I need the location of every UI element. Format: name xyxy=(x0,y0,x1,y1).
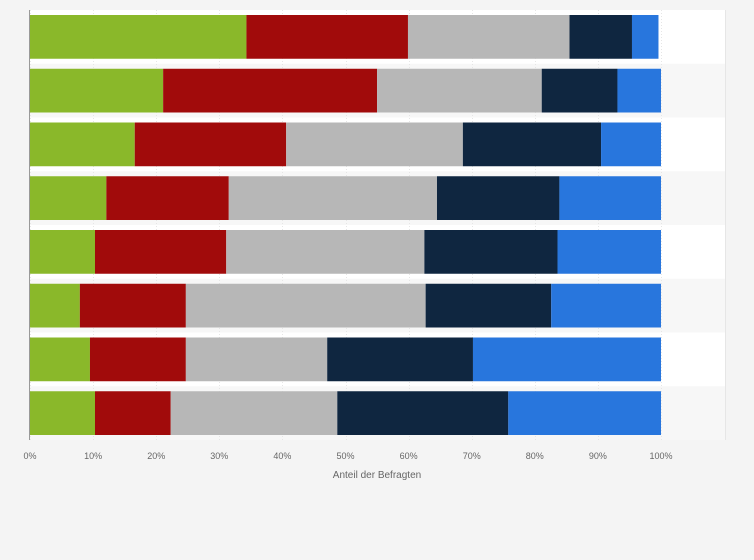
bar-segment xyxy=(163,68,378,113)
x-tick-label: 90% xyxy=(589,451,607,461)
bar-segment xyxy=(185,337,328,382)
bar-segment xyxy=(94,230,227,274)
gridlines xyxy=(30,10,726,440)
bar-segment xyxy=(30,68,164,113)
bar-segment xyxy=(541,68,618,113)
bar-segment xyxy=(327,337,473,382)
bar-segment xyxy=(617,68,661,113)
bar-segment xyxy=(559,176,661,220)
x-tick-label: 70% xyxy=(463,451,481,461)
bar-segment xyxy=(462,122,602,167)
x-tick-label: 30% xyxy=(210,451,228,461)
bar-segment xyxy=(425,283,552,328)
bar-segment xyxy=(377,68,542,113)
bar-segment xyxy=(89,337,186,382)
bar-segment xyxy=(185,283,426,328)
bar-segment xyxy=(30,230,95,274)
bar-segment xyxy=(424,230,558,274)
x-tick-label: 40% xyxy=(273,451,291,461)
bar-segment xyxy=(436,176,560,220)
bar-segment xyxy=(30,391,95,435)
bar-segment xyxy=(337,391,509,435)
x-tick-label: 100% xyxy=(649,451,672,461)
bar-segment xyxy=(557,230,661,274)
bar-segment xyxy=(246,15,408,59)
bar-segment xyxy=(551,283,661,328)
bar-segment xyxy=(631,15,659,59)
x-axis-title: Anteil der Befragten xyxy=(333,470,421,481)
bar-segment xyxy=(106,176,229,220)
bar-segment xyxy=(601,122,661,167)
bar-segment xyxy=(228,176,437,220)
bar-segment xyxy=(407,15,570,59)
x-tick-labels: 0% 10% 20% 30% 40% 50% 60% 70% 80% 90% 100% xyxy=(23,451,672,461)
x-tick-label: 20% xyxy=(147,451,165,461)
x-tick-label: 80% xyxy=(526,451,544,461)
bar-segment xyxy=(30,283,80,328)
bar-segment xyxy=(30,176,107,220)
bars xyxy=(30,15,661,435)
bar-segment xyxy=(286,122,463,167)
bar-segment xyxy=(508,391,661,435)
bar-segment xyxy=(170,391,338,435)
x-tick-label: 50% xyxy=(336,451,354,461)
bar-segment xyxy=(30,122,135,167)
bar-segment xyxy=(30,337,90,382)
bar-segment xyxy=(134,122,287,167)
bar-segment xyxy=(472,337,661,382)
bar-segment xyxy=(94,391,171,435)
bar-segment xyxy=(79,283,186,328)
x-tick-label: 60% xyxy=(400,451,418,461)
bar-segment xyxy=(569,15,632,59)
bar-segment xyxy=(226,230,425,274)
x-tick-label: 10% xyxy=(84,451,102,461)
bar-segment xyxy=(30,15,247,59)
x-tick-label: 0% xyxy=(23,451,36,461)
